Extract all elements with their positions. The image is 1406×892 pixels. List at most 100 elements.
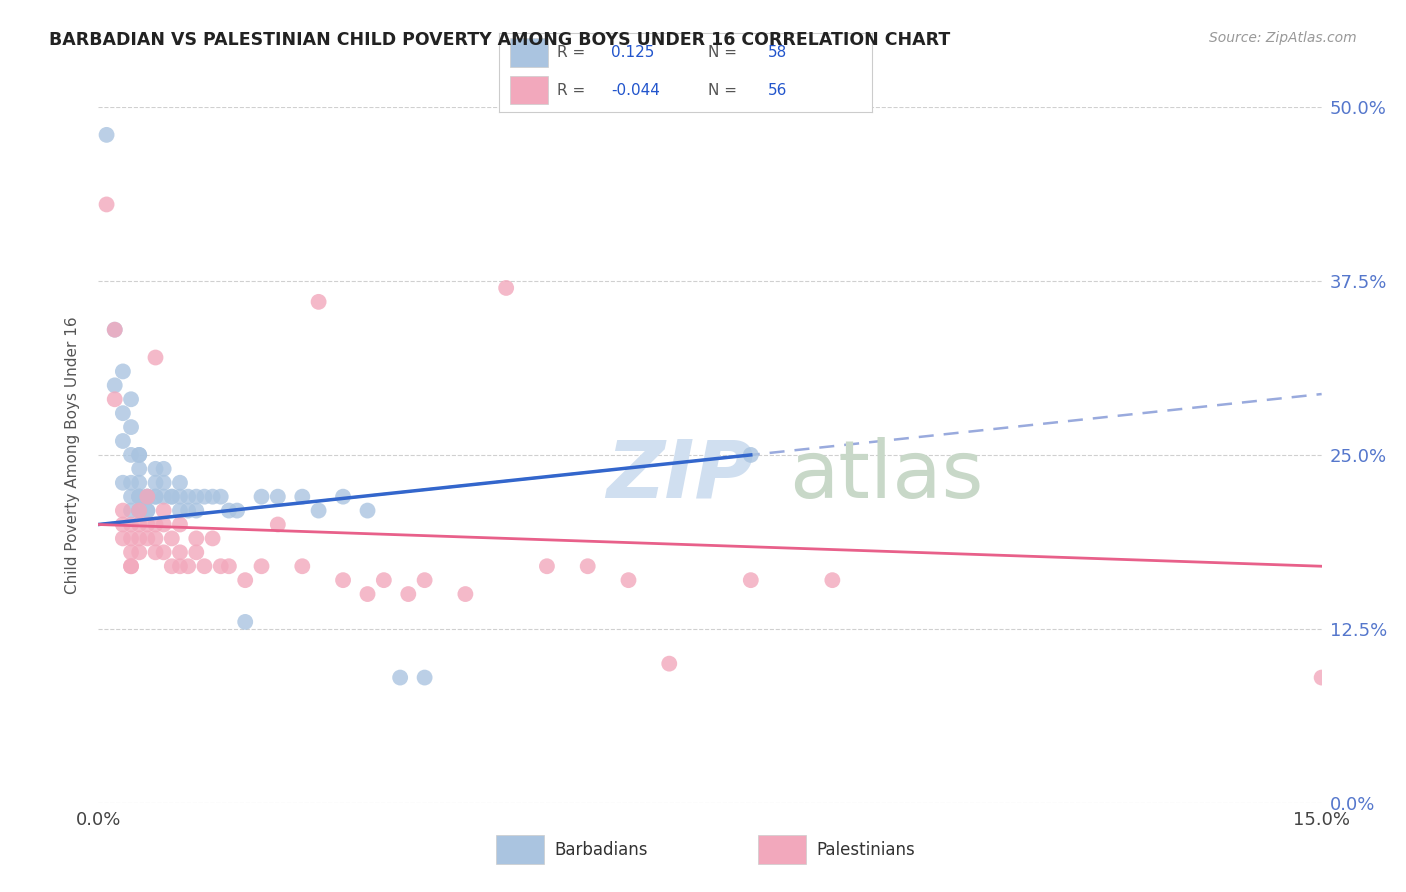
Text: R =: R = (557, 45, 585, 60)
Point (128, 503, 150, 517)
Point (209, 490, 232, 504)
Point (128, 475, 150, 490)
Point (177, 490, 200, 504)
Point (160, 490, 183, 504)
Point (193, 559, 215, 574)
Point (152, 475, 174, 490)
Point (145, 462, 167, 476)
Point (396, 587, 419, 601)
Point (136, 517, 159, 532)
Point (128, 503, 150, 517)
Point (120, 559, 142, 574)
Point (332, 573, 354, 587)
Point (186, 532, 208, 546)
Point (169, 475, 191, 490)
Point (104, 323, 127, 337)
Point (136, 490, 159, 504)
Text: Barbadians: Barbadians (555, 840, 648, 859)
Point (136, 490, 159, 504)
Point (111, 406, 134, 420)
Point (145, 475, 167, 490)
Point (120, 532, 142, 546)
Point (169, 490, 191, 504)
Point (186, 545, 208, 559)
Text: N =: N = (707, 83, 737, 98)
Point (120, 490, 142, 504)
Text: atlas: atlas (790, 437, 984, 515)
Point (536, 559, 558, 574)
Text: 58: 58 (768, 45, 786, 60)
Point (128, 448, 150, 462)
Text: BARBADIAN VS PALESTINIAN CHILD POVERTY AMONG BOYS UNDER 16 CORRELATION CHART: BARBADIAN VS PALESTINIAN CHILD POVERTY A… (49, 31, 950, 49)
Text: 56: 56 (768, 83, 787, 98)
Point (128, 490, 150, 504)
Point (136, 490, 159, 504)
Point (111, 532, 134, 546)
Point (152, 503, 174, 517)
Point (201, 532, 224, 546)
Point (160, 559, 183, 574)
Point (128, 490, 150, 504)
Point (145, 490, 167, 504)
Point (177, 559, 200, 574)
Point (136, 532, 159, 546)
Point (186, 490, 208, 504)
Point (96, 197, 118, 211)
Point (250, 490, 273, 504)
Point (617, 573, 640, 587)
Point (169, 503, 191, 517)
Text: ZIP: ZIP (606, 437, 754, 515)
Point (218, 559, 240, 574)
Point (495, 281, 517, 295)
Point (413, 671, 436, 685)
Point (120, 475, 142, 490)
Point (120, 545, 142, 559)
Point (233, 573, 256, 587)
Point (120, 559, 142, 574)
Point (209, 559, 232, 574)
Point (145, 351, 167, 365)
Point (145, 532, 167, 546)
Point (169, 559, 191, 574)
Point (373, 573, 395, 587)
Point (111, 434, 134, 448)
Text: 0.125: 0.125 (612, 45, 654, 60)
Point (576, 559, 599, 574)
Point (128, 503, 150, 517)
Point (193, 490, 215, 504)
Point (332, 490, 354, 504)
Point (128, 517, 150, 532)
Point (111, 517, 134, 532)
Point (152, 490, 174, 504)
Point (267, 490, 290, 504)
Point (308, 503, 330, 517)
Point (821, 573, 844, 587)
Point (389, 671, 412, 685)
Point (136, 490, 159, 504)
Point (120, 448, 142, 462)
Bar (510, 38, 547, 67)
Point (111, 475, 134, 490)
Point (120, 503, 142, 517)
Point (356, 503, 378, 517)
Point (96, 128, 118, 142)
Text: R =: R = (557, 83, 585, 98)
Point (169, 517, 191, 532)
Point (152, 517, 174, 532)
Point (169, 545, 191, 559)
Point (104, 392, 127, 407)
Point (291, 490, 314, 504)
Point (145, 545, 167, 559)
Point (177, 503, 200, 517)
Point (267, 517, 290, 532)
Point (250, 559, 273, 574)
Text: Palestinians: Palestinians (817, 840, 915, 859)
Point (356, 587, 378, 601)
Text: Source: ZipAtlas.com: Source: ZipAtlas.com (1209, 31, 1357, 45)
Point (233, 615, 256, 629)
Point (145, 517, 167, 532)
Point (145, 490, 167, 504)
Point (218, 503, 240, 517)
Point (128, 448, 150, 462)
Point (291, 559, 314, 574)
